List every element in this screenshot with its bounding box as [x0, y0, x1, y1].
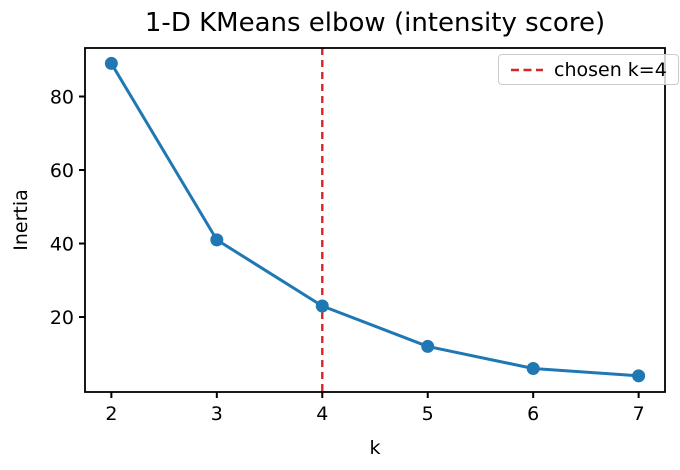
legend: chosen k=4	[498, 54, 679, 85]
inertia-line	[110, 62, 639, 378]
x-tick-label: 7	[633, 403, 645, 425]
data-point-k3	[210, 233, 224, 247]
chart-title: 1-D KMeans elbow (intensity score)	[144, 8, 606, 38]
x-axis-label: k	[369, 437, 381, 459]
y-tick-label: 80	[50, 87, 74, 109]
y-tick-label: 20	[50, 307, 74, 329]
y-tick-label: 40	[50, 234, 74, 256]
y-tick-label: 60	[50, 160, 74, 182]
x-tick-label: 2	[105, 403, 117, 425]
data-point-k5	[421, 339, 435, 353]
data-point-k7	[632, 369, 646, 383]
x-tick-label: 4	[316, 403, 328, 425]
data-point-k4	[315, 299, 329, 313]
axes-frame	[84, 47, 666, 393]
legend-dashed-line-icon	[511, 68, 543, 71]
x-tick-label: 6	[527, 403, 539, 425]
data-point-k2	[104, 56, 118, 70]
legend-label: chosen k=4	[554, 58, 667, 81]
x-tick-label: 3	[211, 403, 223, 425]
x-tick-label: 5	[422, 403, 434, 425]
data-point-k6	[526, 361, 540, 375]
